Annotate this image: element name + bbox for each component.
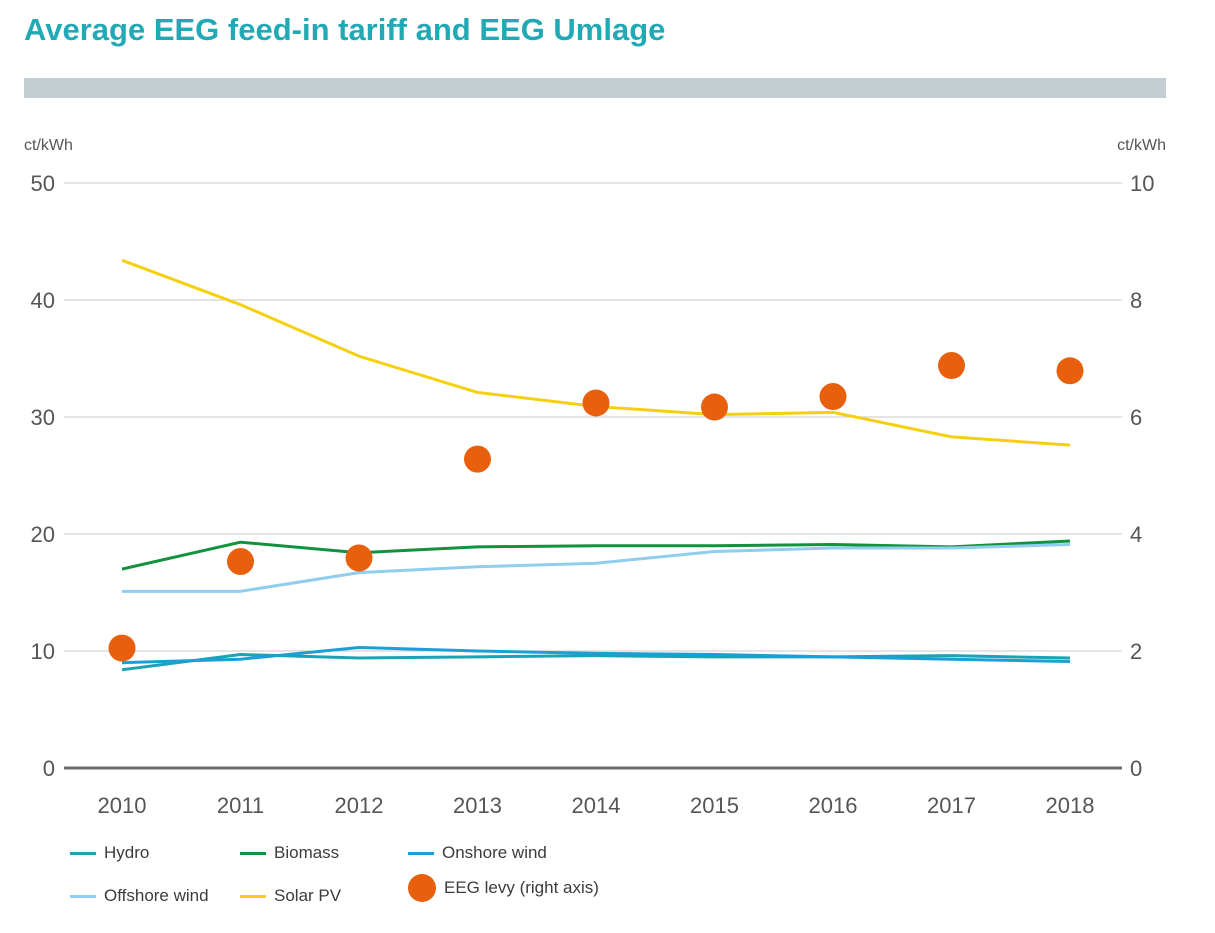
levy-point-2012: [345, 544, 373, 572]
legend-item: Offshore wind: [70, 886, 209, 906]
right-axis-unit: ct/kWh: [1117, 137, 1166, 154]
y-tick-label-right: 10: [1130, 171, 1154, 196]
legend-label: Solar PV: [274, 886, 342, 905]
legend-label: Hydro: [104, 843, 150, 862]
levy-point-2011: [227, 547, 254, 575]
x-tick-label: 2010: [98, 793, 147, 818]
legend-item: Onshore wind: [408, 843, 547, 863]
legend-label: Onshore wind: [442, 843, 547, 862]
y-tick-label-left: 40: [31, 288, 55, 313]
levy-point-2017: [938, 352, 965, 380]
x-tick-label: 2016: [809, 793, 858, 818]
legend-dot-swatch: [408, 874, 436, 902]
series-line-biomass: [121, 539, 1071, 571]
x-tick-label: 2012: [335, 793, 384, 818]
legend-item: Solar PV: [240, 886, 341, 906]
left-axis-unit: ct/kWh: [24, 137, 73, 154]
x-tick-label: 2013: [453, 793, 502, 818]
levy-point-2014: [582, 389, 610, 417]
legend-line-swatch: [408, 851, 434, 855]
x-tick-label: 2017: [927, 793, 976, 818]
y-tick-label-right: 2: [1130, 639, 1142, 664]
legend-label: Biomass: [274, 843, 340, 862]
levy-point-2018: [1056, 357, 1084, 385]
legend-line-swatch: [240, 851, 266, 855]
levy-point-2010: [108, 634, 136, 662]
header-band: [24, 78, 1166, 98]
legend-line-swatch: [240, 894, 266, 898]
x-tick-label: 2011: [217, 793, 264, 818]
series-line-offshore-wind: [122, 543, 1071, 593]
y-tick-label-right: 0: [1130, 756, 1142, 781]
x-tick-label: 2014: [572, 793, 621, 818]
levy-point-2013: [464, 445, 491, 473]
levy-point-2016: [819, 383, 847, 411]
legend-line-swatch: [70, 894, 96, 898]
series-line-onshore-wind: [121, 645, 1071, 665]
y-tick-label-left: 50: [31, 171, 55, 196]
legend-item: Biomass: [240, 843, 339, 863]
legend-item: Hydro: [70, 843, 149, 863]
chart-title: Average EEG feed-in tariff and EEG Umlag…: [24, 12, 666, 47]
y-tick-label-left: 20: [31, 522, 55, 547]
y-tick-label-right: 8: [1130, 288, 1142, 313]
legend-label: Offshore wind: [104, 886, 209, 905]
legend-label: EEG levy (right axis): [444, 878, 599, 897]
y-tick-label-left: 0: [43, 756, 55, 781]
y-tick-label-right: 6: [1130, 405, 1142, 430]
y-tick-label-left: 30: [31, 405, 55, 430]
x-tick-label: 2015: [690, 793, 739, 818]
levy-point-2015: [701, 393, 728, 421]
y-tick-label-left: 10: [31, 639, 55, 664]
y-tick-label-right: 4: [1130, 522, 1142, 547]
legend-item: EEG levy (right axis): [408, 874, 599, 902]
legend-line-swatch: [70, 851, 96, 855]
x-tick-label: 2018: [1046, 793, 1095, 818]
